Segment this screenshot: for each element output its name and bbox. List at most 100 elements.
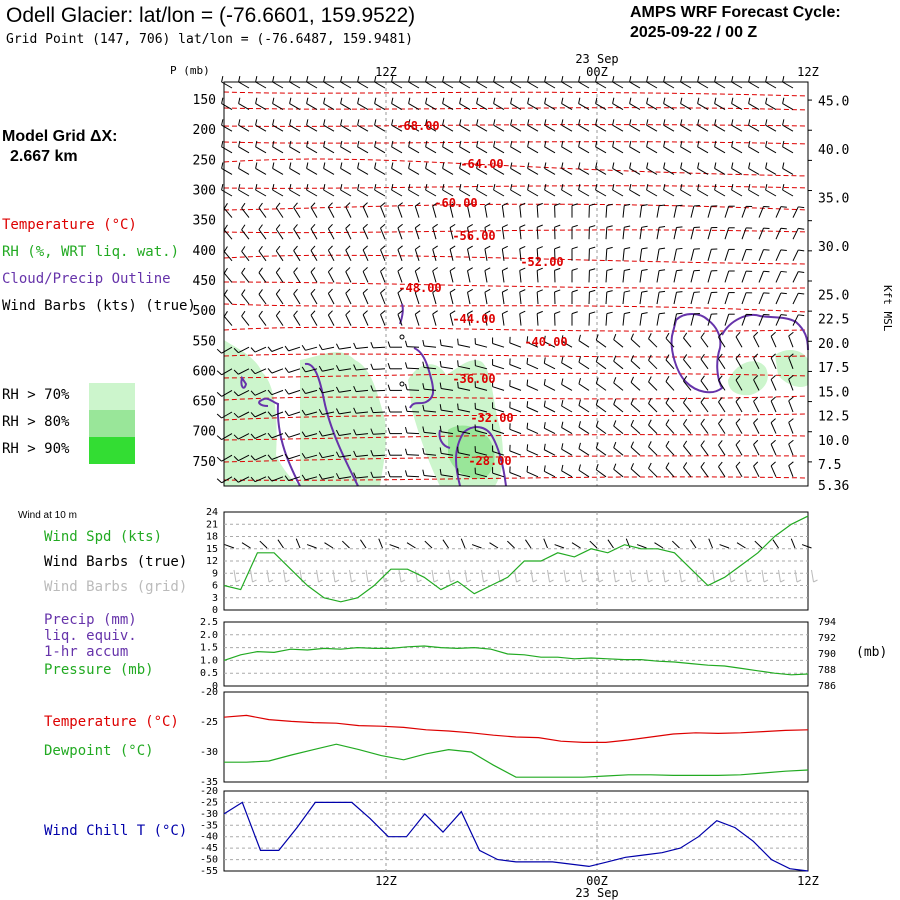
- temp-dew-panel: -20 -25 -30 -35: [200, 687, 809, 788]
- temp-contour-label: -36.00: [452, 372, 495, 386]
- pressure-unit: (mb): [856, 645, 887, 660]
- height-tick: 17.5: [818, 361, 849, 376]
- pressure-right-tick: 792: [818, 633, 836, 644]
- pressure-ticks: 150 200 250 300 350 400 450 500 550 600 650 700 750: [193, 93, 812, 470]
- wind-speed-line: [223, 515, 809, 603]
- temperature-line: [223, 714, 809, 744]
- pressure-tick: 150: [193, 93, 216, 108]
- height-tick: 15.0: [818, 385, 849, 400]
- pressure-tick: 400: [193, 244, 216, 259]
- temp-contour-label: -64.00: [460, 157, 503, 171]
- wind-speed-tick: 15: [206, 544, 218, 555]
- wind-chill-tick: -25: [200, 797, 218, 808]
- temp-contour-label: -28.00: [468, 454, 511, 468]
- bottom-tick-12z-b: 12Z: [797, 874, 819, 888]
- height-tick: 7.5: [818, 458, 841, 473]
- height-tick: 25.0: [818, 288, 849, 303]
- top-tick-00z: 00Z: [586, 65, 608, 79]
- temp-contour-label: -48.00: [398, 281, 441, 295]
- temp-contour-label: -52.00: [520, 255, 563, 269]
- wind-chill-line: [223, 801, 809, 872]
- cloud-outlines: [240, 303, 809, 487]
- pressure-tick: 300: [193, 184, 216, 199]
- sounding-panel: -68.00 -64.00 -60.00 -56.00 -52.00 -48.00 -44.…: [170, 52, 894, 494]
- legend-wind-speed: Wind Spd (kts): [44, 529, 163, 545]
- wind-chill-tick: -30: [200, 809, 218, 820]
- pressure-tick: 200: [193, 123, 216, 138]
- wind-chill-tick: -45: [200, 843, 218, 854]
- bottom-date: 23 Sep: [575, 886, 618, 900]
- precip-tick: 0: [212, 681, 218, 692]
- temp-dew-tick: -20: [200, 687, 218, 698]
- wind-chill-tick: -35: [200, 820, 218, 831]
- wind-speed-tick: 12: [206, 556, 218, 567]
- forecast-cycle-value: 2025-09-22 / 00 Z: [630, 24, 758, 41]
- temp-contour-label: -32.00: [470, 411, 513, 425]
- temp-contour-label: -40.00: [524, 335, 567, 349]
- top-tick-12z-a: 12Z: [375, 65, 397, 79]
- legend-wind-barbs-true: Wind Barbs (true): [44, 554, 188, 570]
- pressure-right-tick: 786: [818, 681, 836, 692]
- temp-dew-tick: -25: [200, 717, 218, 728]
- legend-dewpoint: Dewpoint (°C): [44, 743, 154, 759]
- precip-grid: [224, 634, 808, 674]
- wind-chill-panel: -20-25-30-35-40-45-50-55 12Z 00Z 12Z 23 …: [200, 786, 819, 900]
- legend-precip-sub2: 1-hr accum: [44, 644, 129, 660]
- wind-speed-tick: 0: [212, 605, 218, 616]
- height-ticks: 45.0 40.0 35.0 30.0 25.0 22.5 20.0 17.5 15.0 12.5…: [818, 94, 849, 494]
- wind-barbs-grid: [233, 569, 818, 583]
- height-tick: 22.5: [818, 313, 849, 328]
- height-tick: 35.0: [818, 191, 849, 206]
- temp-contour-label: -60.00: [434, 196, 477, 210]
- pressure-tick: 600: [193, 364, 216, 379]
- legend-pressure: Pressure (mb): [44, 662, 154, 678]
- pressure-line: [223, 645, 809, 676]
- dewpoint-line: [224, 743, 809, 778]
- pressure-axis-label: P (mb): [170, 64, 210, 77]
- wind-chill-grid: [224, 801, 808, 861]
- legend-wind-chill: Wind Chill T (°C): [44, 823, 188, 839]
- pressure-right-tick: 794: [818, 617, 836, 628]
- precip-tick: 2.0: [200, 630, 218, 641]
- temperature-contour-labels: -68.00 -64.00 -60.00 -56.00 -52.00 -48.00 -44.…: [396, 119, 567, 468]
- top-date: 23 Sep: [575, 52, 618, 66]
- wind-speed-tick: 18: [206, 532, 218, 543]
- legend-cloud-outline: Cloud/Precip Outline: [2, 271, 171, 287]
- top-tick-12z-b: 12Z: [797, 65, 819, 79]
- temp-dew-tick: -35: [200, 777, 218, 788]
- precip-tick: 0.5: [200, 668, 218, 679]
- temp-contour-label: -68.00: [396, 119, 439, 133]
- height-tick: 12.5: [818, 410, 849, 425]
- precip-tick: 2.5: [200, 617, 218, 628]
- height-tick: 10.0: [818, 434, 849, 449]
- wind-chill-tick: -40: [200, 832, 218, 843]
- legend-rh80-label: RH > 80%: [2, 414, 70, 430]
- legend-precip-sub1: liq. equiv.: [44, 628, 137, 644]
- wind-speed-tick: 21: [206, 519, 218, 530]
- wind-speed-tick: 3: [212, 593, 218, 604]
- pressure-tick: 700: [193, 425, 216, 440]
- rh90-swatch: [89, 437, 135, 464]
- pressure-tick: 350: [193, 214, 216, 229]
- height-tick: 20.0: [818, 337, 849, 352]
- temp-dew-tick: -30: [200, 747, 218, 758]
- pressure-tick: 550: [193, 334, 216, 349]
- pressure-tick: 250: [193, 153, 216, 168]
- temp-contour-label: -56.00: [452, 229, 495, 243]
- pressure-right-tick: 788: [818, 665, 836, 676]
- legend-wind-barbs-grid: Wind Barbs (grid): [44, 579, 188, 595]
- height-tick: 40.0: [818, 143, 849, 158]
- bottom-tick-00z: 00Z: [586, 874, 608, 888]
- page-title: Odell Glacier: lat/lon = (-76.6601, 159.…: [6, 4, 416, 27]
- grid-point-label: Grid Point (147, 706) lat/lon = (-76.648…: [6, 32, 413, 47]
- model-grid-value: 2.667 km: [10, 148, 78, 165]
- legend-rh: RH (%, WRT liq. wat.): [2, 244, 180, 260]
- wind-chill-tick: -55: [200, 866, 218, 877]
- legend-rh70-label: RH > 70%: [2, 387, 70, 403]
- rh70-swatch: [89, 383, 135, 410]
- pressure-tick: 450: [193, 274, 216, 289]
- precip-tick: 1.0: [200, 655, 218, 666]
